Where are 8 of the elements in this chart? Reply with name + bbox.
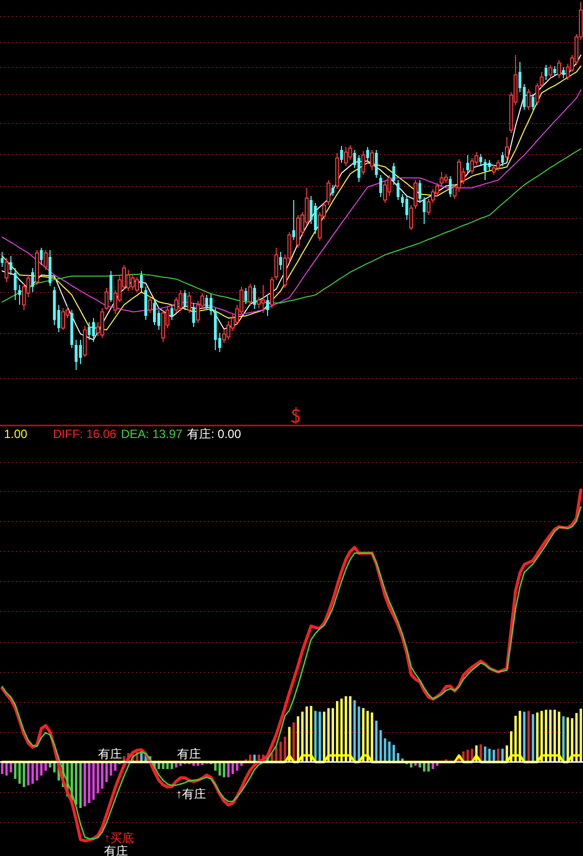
annotation: 有庄 [98,747,122,761]
annotation: ↑买底 [104,831,134,845]
text: 1.00 [4,427,28,441]
annotation: 有庄 [177,747,201,761]
annotation: ↑有庄 [176,787,206,801]
text: 有庄: 0.00 [187,427,242,441]
text: DIFF: 16.06 [53,427,117,441]
text: DEA: 13.97 [121,427,183,441]
